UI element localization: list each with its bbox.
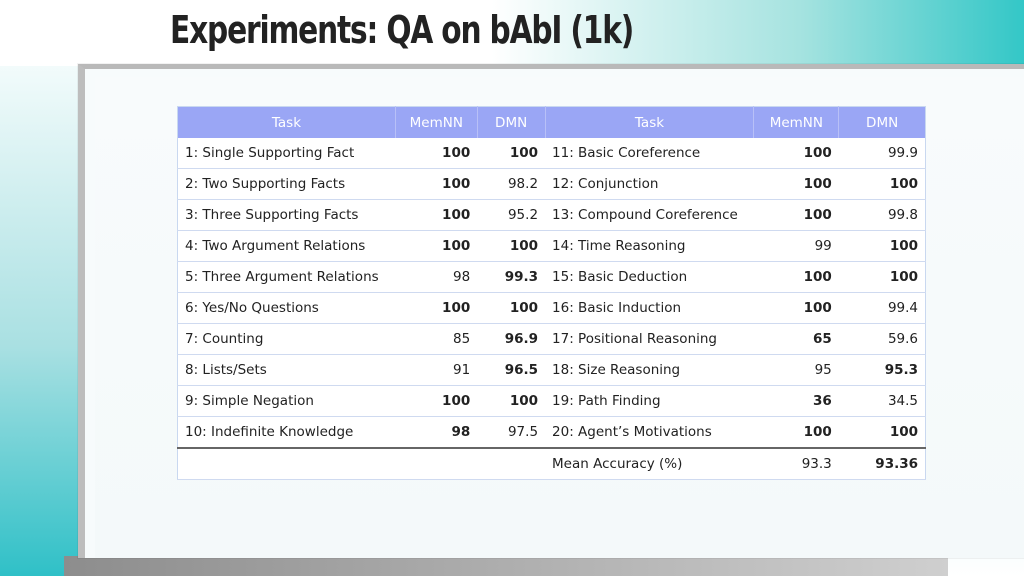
task-name: 8: Lists/Sets (177, 354, 396, 386)
mean-accuracy-row: Mean Accuracy (%) 93.3 93.36 (177, 448, 926, 480)
memnn-score: 100 (395, 199, 478, 231)
dmn-score: 95.3 (838, 354, 926, 386)
task-name: 10: Indefinite Knowledge (177, 416, 396, 449)
task-name: 18: Size Reasoning (545, 354, 754, 386)
dmn-score: 100 (477, 230, 546, 262)
mean-accuracy-memnn: 93.3 (753, 448, 839, 480)
task-name: 12: Conjunction (545, 168, 754, 200)
memnn-score: 100 (395, 168, 478, 200)
empty-cell (395, 448, 478, 480)
table-row: 4: Two Argument Relations 100 100 14: Ti… (177, 230, 926, 262)
empty-cell (477, 448, 546, 480)
dmn-score: 34.5 (838, 385, 926, 417)
dmn-score: 99.8 (838, 199, 926, 231)
memnn-score: 100 (395, 230, 478, 262)
task-name: 3: Three Supporting Facts (177, 199, 396, 231)
task-name: 19: Path Finding (545, 385, 754, 417)
dmn-score: 100 (838, 230, 926, 262)
dmn-score: 100 (838, 261, 926, 293)
task-name: 6: Yes/No Questions (177, 292, 396, 324)
dmn-score: 100 (477, 138, 546, 169)
memnn-score: 100 (753, 261, 839, 293)
header-task-left: Task (177, 106, 396, 138)
memnn-score: 100 (753, 416, 839, 449)
task-name: 7: Counting (177, 323, 396, 355)
table-row: 1: Single Supporting Fact 100 100 11: Ba… (177, 138, 926, 169)
header-memnn-right: MemNN (753, 106, 840, 138)
memnn-score: 85 (395, 323, 478, 355)
memnn-score: 95 (753, 354, 839, 386)
table-header-row: Task MemNN DMN Task MemNN DMN (177, 106, 926, 138)
dmn-score: 98.2 (477, 168, 546, 200)
memnn-score: 100 (753, 168, 839, 200)
dmn-score: 99.4 (838, 292, 926, 324)
header-task-right: Task (545, 106, 755, 138)
slide-title: Experiments: QA on bAbI (1k) (170, 8, 634, 52)
memnn-score: 100 (395, 138, 478, 169)
memnn-score: 98 (395, 261, 478, 293)
memnn-score: 65 (753, 323, 839, 355)
mean-accuracy-dmn: 93.36 (838, 448, 926, 480)
dmn-score: 100 (477, 385, 546, 417)
memnn-score: 99 (753, 230, 839, 262)
task-name: 16: Basic Induction (545, 292, 754, 324)
task-name: 9: Simple Negation (177, 385, 396, 417)
memnn-score: 36 (753, 385, 839, 417)
dmn-score: 96.5 (477, 354, 546, 386)
memnn-score: 100 (395, 385, 478, 417)
dmn-score: 59.6 (838, 323, 926, 355)
empty-cell (177, 448, 396, 480)
table-row: 2: Two Supporting Facts 100 98.2 12: Con… (177, 168, 926, 200)
task-name: 17: Positional Reasoning (545, 323, 754, 355)
task-name: 13: Compound Coreference (545, 199, 754, 231)
memnn-score: 98 (395, 416, 478, 449)
mean-accuracy-label: Mean Accuracy (%) (545, 448, 754, 480)
table-row: 8: Lists/Sets 91 96.5 18: Size Reasoning… (177, 354, 926, 386)
task-name: 4: Two Argument Relations (177, 230, 396, 262)
table-row: 6: Yes/No Questions 100 100 16: Basic In… (177, 292, 926, 324)
dmn-score: 97.5 (477, 416, 546, 449)
memnn-score: 100 (753, 199, 839, 231)
dmn-score: 96.9 (477, 323, 546, 355)
table-row: 9: Simple Negation 100 100 19: Path Find… (177, 385, 926, 417)
left-gradient (0, 66, 80, 576)
header-dmn-left: DMN (477, 106, 546, 138)
table-row: 7: Counting 85 96.9 17: Positional Reaso… (177, 323, 926, 355)
header-dmn-right: DMN (838, 106, 926, 138)
dmn-score: 100 (838, 168, 926, 200)
memnn-score: 100 (753, 138, 839, 169)
task-name: 14: Time Reasoning (545, 230, 754, 262)
memnn-score: 91 (395, 354, 478, 386)
task-name: 2: Two Supporting Facts (177, 168, 396, 200)
table-row: 5: Three Argument Relations 98 99.3 15: … (177, 261, 926, 293)
table-row: 3: Three Supporting Facts 100 95.2 13: C… (177, 199, 926, 231)
task-name: 1: Single Supporting Fact (177, 138, 396, 169)
task-name: 15: Basic Deduction (545, 261, 754, 293)
memnn-score: 100 (395, 292, 478, 324)
dmn-score: 99.3 (477, 261, 546, 293)
header-gradient (0, 0, 1024, 66)
dmn-score: 100 (477, 292, 546, 324)
task-name: 5: Three Argument Relations (177, 261, 396, 293)
memnn-score: 100 (753, 292, 839, 324)
table-row: 10: Indefinite Knowledge 98 97.5 20: Age… (177, 416, 926, 449)
dmn-score: 99.9 (838, 138, 926, 169)
task-name: 11: Basic Coreference (545, 138, 754, 169)
header-memnn-left: MemNN (395, 106, 478, 138)
dmn-score: 95.2 (477, 199, 546, 231)
bottom-bar (64, 556, 948, 576)
dmn-score: 100 (838, 416, 926, 449)
task-name: 20: Agent’s Motivations (545, 416, 754, 449)
results-table: Task MemNN DMN Task MemNN DMN 1: Single … (177, 106, 926, 480)
